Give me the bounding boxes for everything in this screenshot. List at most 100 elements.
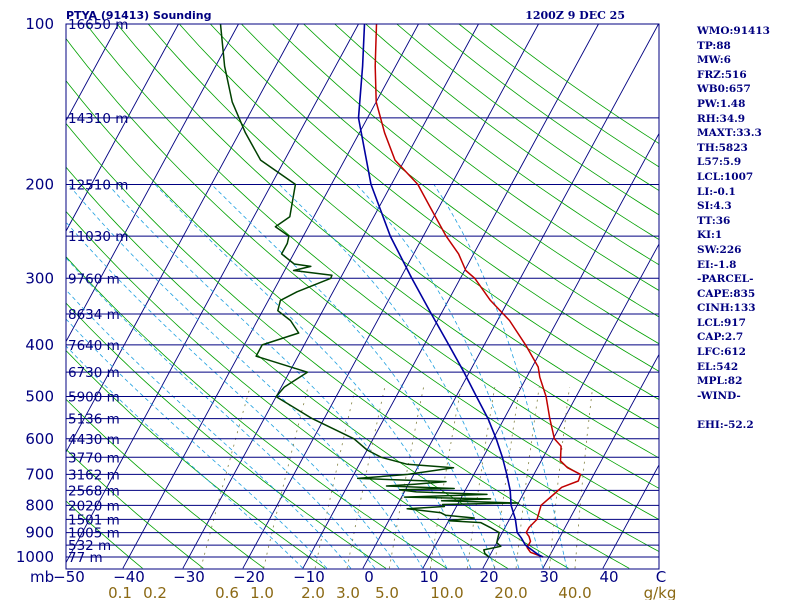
mixing-ratio-tick-label: 1.0 (250, 584, 274, 600)
isotherm-line (66, 24, 119, 122)
mixing-ratio-line (314, 387, 356, 569)
dry-adiabat-line (66, 350, 326, 569)
mixing-ratio-line (200, 386, 251, 569)
moist-adiabat-line (66, 345, 304, 569)
x-axis-unit: C (656, 568, 666, 586)
temperature-tick-label: −30 (173, 568, 205, 586)
moist-adiabat-line (154, 184, 472, 569)
pressure-tick-label: 800 (25, 496, 54, 514)
mixing-ratio-line (389, 387, 424, 569)
dry-adiabat-lines (66, 24, 659, 569)
mixing-ratio-unit: g/kg (644, 584, 677, 600)
index-entry: TT:36 (697, 214, 731, 227)
index-entry: LCL:917 (697, 316, 746, 329)
isotherm-line (66, 24, 359, 564)
temperature-tick-label: −10 (293, 568, 325, 586)
height-label: 4430 m (68, 432, 120, 448)
dry-adiabat-line (241, 24, 659, 345)
pressure-tick-label: 300 (25, 269, 54, 287)
height-label: 8634 m (68, 307, 120, 323)
isotherm-line (542, 353, 659, 569)
temperature-tick-label: 40 (599, 568, 618, 586)
moist-adiabat-lines (66, 184, 568, 569)
temperature-profile (374, 24, 582, 558)
height-label: 3770 m (68, 450, 120, 466)
dry-adiabat-line (66, 122, 630, 569)
dry-adiabat-line (66, 256, 447, 569)
index-entry: SW:226 (697, 243, 742, 256)
moist-adiabat-line (433, 184, 568, 569)
index-entry: CAP:2.7 (697, 331, 744, 344)
height-label: 532 m (68, 538, 111, 554)
index-entry: TH:5823 (697, 141, 748, 154)
mixing-ratio-tick-label: 10.0 (430, 584, 463, 600)
pressure-tick-label: 500 (25, 388, 54, 406)
index-entry: MPL:82 (697, 375, 743, 388)
height-label: 12510 m (68, 177, 128, 193)
temperature-tick-label: −50 (53, 568, 85, 586)
mixing-ratio-line (263, 387, 309, 569)
mixing-ratio-line (549, 387, 570, 569)
mixing-ratio-tick-label: 3.0 (336, 584, 360, 600)
index-entry: MAXT:33.3 (697, 127, 762, 140)
isotherm-line (66, 24, 239, 343)
isotherm-line (122, 24, 419, 569)
index-entry: EI:-1.8 (697, 258, 737, 271)
index-entry: WMO:91413 (697, 25, 770, 37)
sounding-profiles (219, 24, 582, 558)
mixing-ratio-line (515, 387, 540, 569)
dry-adiabat-line (303, 24, 659, 291)
height-label: 11030 m (68, 229, 128, 245)
isobar-lines (66, 23, 659, 558)
isotherm-line (182, 24, 479, 569)
height-label: 2020 m (68, 498, 120, 514)
index-entry: WB0:657 (697, 83, 751, 96)
temperature-tick-label: 30 (539, 568, 558, 586)
pressure-tick-label: 600 (25, 430, 54, 448)
valid-time: 1200Z 9 DEC 25 (525, 9, 625, 22)
moist-adiabat-line (211, 184, 496, 569)
mixing-ratio-line (574, 387, 594, 569)
index-entry: TP:88 (697, 39, 731, 52)
dry-adiabat-line (179, 24, 659, 400)
isotherm-line (362, 24, 659, 569)
dry-adiabat-line (66, 302, 387, 569)
pressure-tick-label: 200 (25, 175, 54, 193)
moist-adiabat-line (66, 257, 376, 569)
dry-adiabat-line (334, 24, 659, 266)
dry-adiabat-line (210, 24, 659, 372)
dry-adiabat-line (66, 37, 659, 521)
isotherm-line (0, 24, 59, 568)
pressure-tick-label: 1000 (16, 548, 54, 566)
index-entry: EHI:-52.2 (697, 419, 754, 432)
moist-adiabat-line (279, 184, 520, 569)
temperature-tick-label: −20 (233, 568, 265, 586)
isotherm-line (66, 24, 299, 453)
dry-adiabat-line (66, 500, 143, 569)
dry-adiabat-line (66, 398, 265, 569)
moist-adiabat-line (66, 289, 352, 569)
pressure-tick-label: 700 (25, 465, 54, 483)
dry-adiabat-line (116, 24, 659, 459)
index-entry: FRZ:516 (697, 68, 747, 81)
mixing-ratio-tick-label: 5.0 (375, 584, 399, 600)
isotherm-line (66, 24, 179, 233)
dry-adiabat-line (272, 24, 659, 318)
height-label: 77 m (68, 550, 103, 566)
index-entry: -WIND- (697, 389, 741, 402)
moist-adiabat-line (107, 184, 448, 569)
isotherm-lines (0, 24, 659, 569)
height-label: 5136 m (68, 412, 120, 428)
isotherm-line (482, 243, 659, 569)
height-label: 6730 m (68, 365, 120, 381)
index-entry: LFC:612 (697, 346, 746, 359)
mixing-ratio-line (429, 387, 462, 569)
index-entry: MW:6 (697, 54, 731, 67)
index-entry: CINH:133 (697, 302, 756, 315)
index-entry: KI:1 (697, 229, 723, 242)
height-label: 1501 m (68, 512, 120, 528)
parcel-profile (357, 24, 544, 558)
pressure-tick-label: 900 (25, 524, 54, 542)
